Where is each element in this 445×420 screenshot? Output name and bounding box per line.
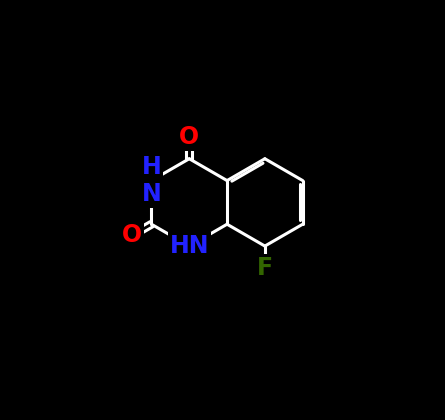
Text: HN: HN	[170, 234, 209, 258]
Text: O: O	[122, 223, 142, 247]
Text: O: O	[179, 125, 199, 149]
Text: H
N: H N	[142, 155, 162, 207]
Text: F: F	[257, 256, 273, 280]
